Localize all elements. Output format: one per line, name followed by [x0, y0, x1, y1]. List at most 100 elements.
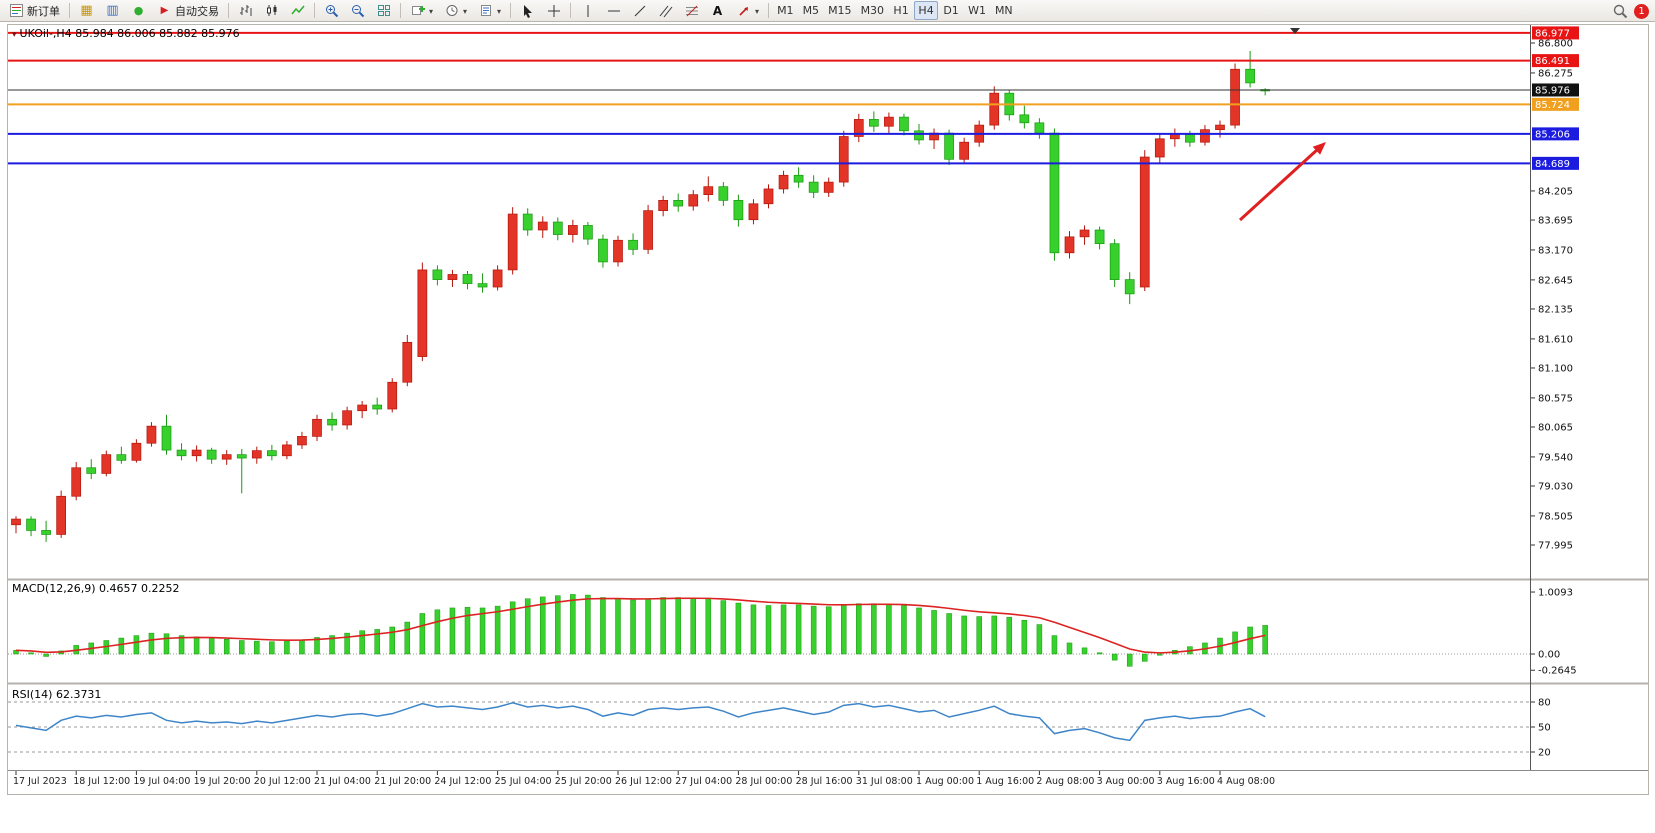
- svg-text:4 Aug 08:00: 4 Aug 08:00: [1217, 776, 1275, 787]
- channel-button[interactable]: [653, 1, 678, 20]
- symbol-ohlc-text: UKOil-,H4 85.984 86.006 85.882 85.976: [19, 27, 240, 40]
- macd-indicator-label: MACD(12,26,9) 0.4657 0.2252: [12, 582, 180, 595]
- add-indicator-icon: [410, 3, 425, 18]
- svg-text:84.205: 84.205: [1538, 186, 1573, 197]
- market-watch-button[interactable]: [100, 1, 125, 20]
- time-axis[interactable]: 17 Jul 2023 18 Jul 12:00 19 Jul 04:00 19 Ju…: [13, 771, 1275, 787]
- price-level-badge: [1532, 97, 1579, 111]
- svg-text:25 Jul 04:00: 25 Jul 04:00: [495, 776, 552, 787]
- candlestick-series: [11, 50, 1271, 542]
- svg-text:19 Jul 20:00: 19 Jul 20:00: [194, 776, 251, 787]
- candlestick-chart-icon: [264, 3, 279, 18]
- terminal-icon: [131, 3, 146, 18]
- zoom-out-button[interactable]: [345, 1, 370, 20]
- arrow-object-icon: [736, 3, 751, 18]
- svg-text:0.00: 0.00: [1538, 650, 1560, 661]
- auto-trading-button[interactable]: 自动交易: [152, 1, 224, 20]
- svg-text:26 Jul 12:00: 26 Jul 12:00: [615, 776, 672, 787]
- vertical-line-button[interactable]: [575, 1, 600, 20]
- svg-text:83.695: 83.695: [1538, 216, 1573, 227]
- horizontal-line-icon: [606, 3, 621, 18]
- zoom-out-icon: [350, 3, 365, 18]
- toolbar-separator: [314, 3, 315, 18]
- trend-arrow-annotation[interactable]: [1238, 142, 1326, 222]
- toolbar-separator: [570, 3, 572, 18]
- cursor-button[interactable]: [515, 1, 540, 20]
- svg-text:84.689: 84.689: [1535, 159, 1570, 170]
- svg-text:82.645: 82.645: [1538, 275, 1573, 286]
- timeframe-button-h4[interactable]: H4: [914, 1, 939, 20]
- periods-dropdown[interactable]: [439, 1, 472, 20]
- templates-dropdown[interactable]: [473, 1, 506, 20]
- price-level-badge: [1532, 83, 1579, 97]
- timeframe-button-w1[interactable]: W1: [968, 4, 986, 17]
- arrows-button[interactable]: [731, 1, 764, 20]
- svg-text:80.575: 80.575: [1538, 393, 1573, 404]
- chart-area: 86.800 86.275 84.205 83.695 83.170 82.645 82.1…: [0, 22, 1655, 833]
- text-label-icon: [710, 3, 725, 18]
- svg-text:1.0093: 1.0093: [1538, 588, 1573, 599]
- svg-text:21 Jul 04:00: 21 Jul 04:00: [314, 776, 371, 787]
- tile-windows-icon: [376, 3, 391, 18]
- chart-windows-button[interactable]: [74, 1, 99, 20]
- scroll-end-marker[interactable]: [1290, 28, 1300, 34]
- svg-text:86.275: 86.275: [1538, 68, 1573, 79]
- search-icon[interactable]: [1613, 4, 1628, 19]
- svg-text:27 Jul 04:00: 27 Jul 04:00: [675, 776, 732, 787]
- price-scale[interactable]: 86.800 86.275 84.205 83.695 83.170 82.645 82.1…: [1531, 26, 1579, 758]
- macd-panel: [8, 594, 1530, 667]
- price-level-badge: [1532, 26, 1579, 40]
- chart-canvas[interactable]: 86.800 86.275 84.205 83.695 83.170 82.645 82.1…: [0, 22, 1655, 833]
- text-button[interactable]: [705, 1, 730, 20]
- new-order-icon: [9, 3, 24, 18]
- new-order-label: 新订单: [27, 4, 60, 18]
- svg-text:3 Aug 16:00: 3 Aug 16:00: [1157, 776, 1215, 787]
- zoom-in-button[interactable]: [319, 1, 344, 20]
- svg-text:-0.2645: -0.2645: [1538, 666, 1577, 677]
- fibonacci-button[interactable]: [679, 1, 704, 20]
- trendline-button[interactable]: [627, 1, 652, 20]
- svg-text:31 Jul 08:00: 31 Jul 08:00: [856, 776, 913, 787]
- svg-text:81.100: 81.100: [1538, 363, 1573, 374]
- svg-text:17 Jul 2023: 17 Jul 2023: [13, 776, 67, 787]
- candlestick-chart-button[interactable]: [259, 1, 284, 20]
- horizontal-line-button[interactable]: [601, 1, 626, 20]
- timeframe-button-d1[interactable]: D1: [943, 4, 959, 17]
- tile-windows-button[interactable]: [371, 1, 396, 20]
- timeframe-button-m15[interactable]: M15: [828, 4, 852, 17]
- svg-text:80.065: 80.065: [1538, 422, 1573, 433]
- line-chart-button[interactable]: [285, 1, 310, 20]
- fibonacci-icon: [684, 3, 699, 18]
- toolbar-separator: [768, 3, 770, 18]
- indicators-dropdown[interactable]: [405, 1, 438, 20]
- bar-chart-button[interactable]: [233, 1, 258, 20]
- clock-icon: [444, 3, 459, 18]
- timeframe-button-m30[interactable]: M30: [860, 4, 885, 17]
- chevron-down-icon: [496, 4, 501, 17]
- timeframe-group: M1 M5 M15 M30 H1 H4 D1 W1 MN: [773, 1, 1017, 20]
- notification-badge[interactable]: 1: [1634, 3, 1649, 19]
- new-order-button[interactable]: 新订单: [4, 1, 65, 20]
- bar-chart-icon: [238, 3, 253, 18]
- rsi-line: [15, 702, 1266, 742]
- timeframe-button-h1[interactable]: H1: [893, 4, 909, 17]
- horizontal-level-lines[interactable]: [8, 31, 1530, 165]
- svg-text:28 Jul 16:00: 28 Jul 16:00: [796, 776, 853, 787]
- crosshair-button[interactable]: [541, 1, 566, 20]
- svg-text:85.976: 85.976: [1535, 85, 1570, 96]
- auto-trading-label: 自动交易: [175, 4, 219, 18]
- chart-frame: [7, 24, 1649, 795]
- rsi-panel: [8, 701, 1530, 753]
- terminal-button[interactable]: [126, 1, 151, 20]
- timeframe-button-m5[interactable]: M5: [802, 4, 820, 17]
- timeframe-button-mn[interactable]: MN: [994, 4, 1013, 17]
- toolbar-right-tools: 1: [1613, 0, 1649, 22]
- cursor-icon: [520, 3, 535, 18]
- svg-text:83.170: 83.170: [1538, 245, 1573, 256]
- svg-text:81.610: 81.610: [1538, 334, 1573, 345]
- price-level-badge: [1532, 54, 1579, 68]
- svg-text:86.800: 86.800: [1538, 39, 1573, 50]
- symbol-ohlc-line: UKOil-,H4 85.984 86.006 85.882 85.976: [12, 27, 240, 40]
- auto-trading-icon: [157, 3, 172, 18]
- timeframe-button-m1[interactable]: M1: [777, 4, 794, 17]
